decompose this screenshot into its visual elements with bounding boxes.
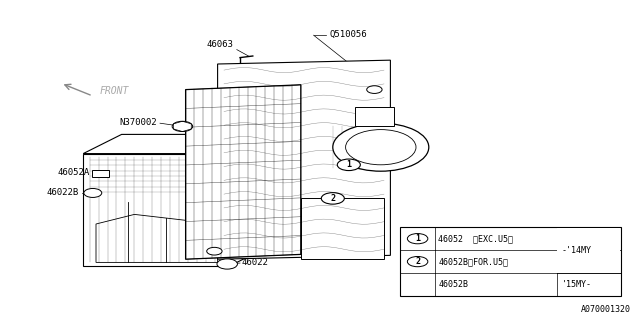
Text: 46063: 46063 — [207, 40, 234, 49]
Circle shape — [207, 247, 222, 255]
Polygon shape — [218, 60, 390, 259]
Circle shape — [217, 259, 237, 269]
Circle shape — [172, 121, 193, 132]
Text: 46052  〈EXC.U5〉: 46052 〈EXC.U5〉 — [438, 234, 513, 243]
Text: 46022B: 46022B — [47, 188, 79, 197]
Text: 46052A: 46052A — [58, 168, 90, 177]
Text: 2: 2 — [415, 257, 420, 266]
Text: FRONT: FRONT — [99, 86, 129, 96]
Circle shape — [407, 257, 428, 267]
Polygon shape — [186, 85, 301, 259]
Text: 1: 1 — [346, 160, 351, 169]
Text: 16546: 16546 — [264, 228, 291, 237]
Text: Q510056: Q510056 — [330, 30, 367, 39]
Polygon shape — [301, 198, 384, 259]
Circle shape — [321, 193, 344, 204]
Text: 46083: 46083 — [239, 244, 266, 253]
Text: 46022: 46022 — [242, 258, 269, 267]
Polygon shape — [230, 134, 269, 266]
Text: 1: 1 — [415, 234, 420, 243]
Text: 46052B: 46052B — [438, 280, 468, 289]
Polygon shape — [83, 154, 230, 266]
Text: '15MY-: '15MY- — [562, 280, 592, 289]
FancyBboxPatch shape — [557, 228, 620, 273]
FancyBboxPatch shape — [92, 170, 109, 177]
FancyBboxPatch shape — [355, 107, 394, 126]
Polygon shape — [83, 134, 269, 154]
Circle shape — [333, 123, 429, 171]
Text: 2: 2 — [330, 194, 335, 203]
Text: A070001320: A070001320 — [580, 305, 630, 314]
Circle shape — [337, 159, 360, 171]
Text: -'14MY: -'14MY — [562, 246, 592, 255]
Text: FIG.073: FIG.073 — [383, 140, 420, 149]
Circle shape — [407, 234, 428, 244]
Text: 46052B〈FOR.U5〉: 46052B〈FOR.U5〉 — [438, 257, 508, 266]
FancyBboxPatch shape — [400, 227, 621, 296]
Circle shape — [84, 188, 102, 197]
Text: N370002: N370002 — [119, 118, 157, 127]
Text: 22680: 22680 — [351, 73, 378, 82]
